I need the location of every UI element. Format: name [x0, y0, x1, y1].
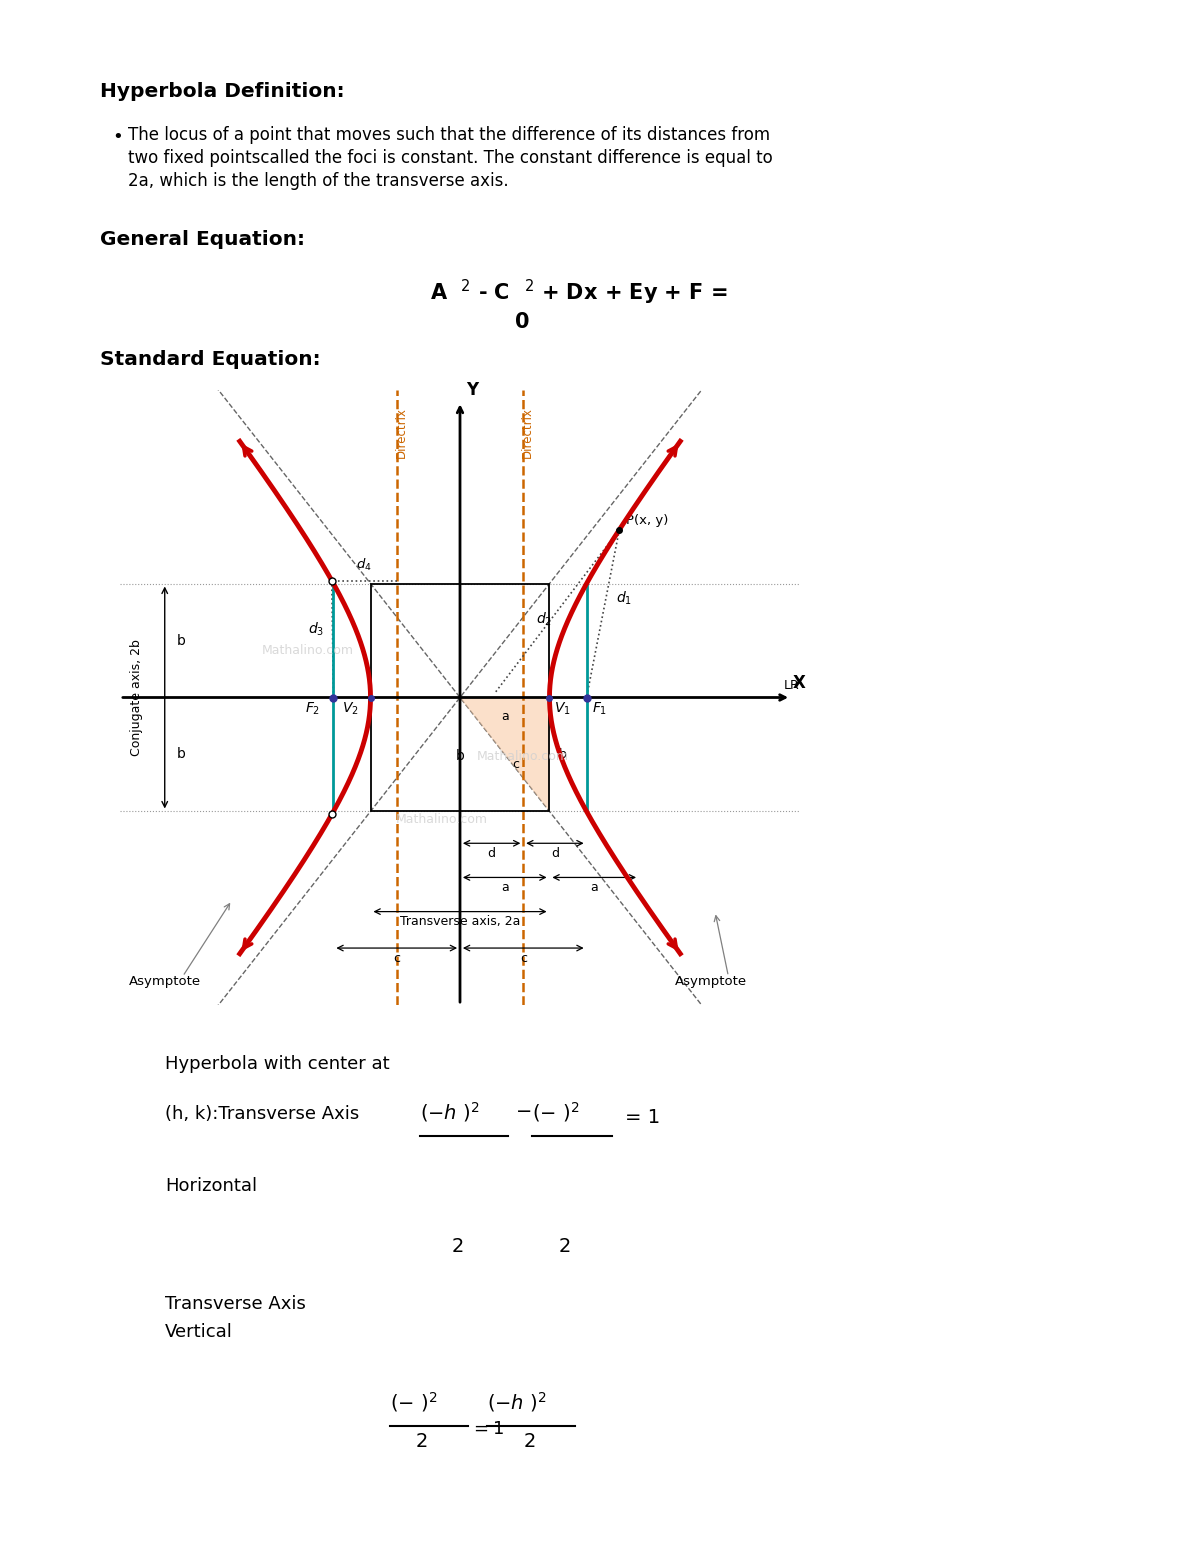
Text: Horizontal: Horizontal: [166, 1177, 257, 1194]
Text: c: c: [512, 758, 518, 772]
Text: $( -h\ )^2$: $( -h\ )^2$: [487, 1390, 547, 1413]
Text: Hyperbola Definition:: Hyperbola Definition:: [100, 82, 344, 101]
Text: d: d: [487, 846, 496, 860]
Text: Asymptote: Asymptote: [674, 975, 746, 988]
Text: $F_1$: $F_1$: [592, 700, 607, 716]
Text: General Equation:: General Equation:: [100, 230, 305, 248]
Text: $V_1$: $V_1$: [554, 700, 571, 716]
Text: b: b: [456, 749, 464, 763]
Text: 2: 2: [452, 1238, 464, 1256]
Text: 0: 0: [515, 312, 529, 332]
Bar: [371, 584, 550, 811]
Text: Y: Y: [467, 380, 479, 399]
Text: c: c: [520, 952, 527, 964]
Text: A  $^2$ - C  $^2$ + Dx + Ey + F =: A $^2$ - C $^2$ + Dx + Ey + F =: [430, 278, 727, 307]
Text: Transverse Axis: Transverse Axis: [166, 1295, 306, 1312]
Text: 2: 2: [416, 1432, 428, 1451]
Text: a: a: [500, 710, 509, 724]
Text: Hyperbola with center at: Hyperbola with center at: [166, 1054, 390, 1073]
Text: •: •: [112, 127, 122, 146]
Text: $F_2$: $F_2$: [305, 700, 320, 716]
Text: LR: LR: [784, 679, 799, 691]
Text: $d_2$: $d_2$: [536, 610, 552, 627]
Text: $( -h\ )^2$: $( -h\ )^2$: [420, 1100, 480, 1124]
Text: c: c: [394, 952, 401, 964]
Text: two fixed pointscalled the foci is constant. The constant difference is equal to: two fixed pointscalled the foci is const…: [128, 149, 773, 168]
Text: b: b: [176, 747, 185, 761]
Text: $= 1$: $= 1$: [470, 1419, 504, 1438]
Text: a: a: [500, 881, 509, 895]
Text: Mathalino.com: Mathalino.com: [476, 750, 569, 763]
Text: The locus of a point that moves such that the difference of its distances from: The locus of a point that moves such tha…: [128, 126, 770, 144]
Text: 2a, which is the length of the transverse axis.: 2a, which is the length of the transvers…: [128, 172, 509, 189]
Text: Mathalino.com: Mathalino.com: [396, 812, 488, 826]
Text: 2: 2: [524, 1432, 536, 1451]
Text: $d_4$: $d_4$: [356, 558, 372, 573]
Text: P(x, y): P(x, y): [626, 514, 668, 526]
Text: $( -\ )^2$: $( -\ )^2$: [390, 1390, 437, 1413]
Text: Vertical: Vertical: [166, 1323, 233, 1340]
Text: $( -\ )^2$: $( -\ )^2$: [532, 1100, 580, 1124]
Text: $d_1$: $d_1$: [617, 589, 632, 607]
Text: 2: 2: [559, 1238, 571, 1256]
Text: Directrix: Directrix: [395, 407, 408, 458]
Text: Standard Equation:: Standard Equation:: [100, 349, 320, 370]
Text: Mathalino.com: Mathalino.com: [262, 644, 354, 657]
Text: = 1: = 1: [625, 1107, 660, 1127]
Text: Asymptote: Asymptote: [128, 975, 202, 988]
Text: $d_3$: $d_3$: [307, 620, 324, 638]
Text: (h, k):Transverse Axis: (h, k):Transverse Axis: [166, 1106, 359, 1123]
Text: $V_2$: $V_2$: [342, 700, 359, 716]
Text: b: b: [176, 634, 185, 648]
Text: a: a: [590, 881, 598, 895]
Text: X: X: [793, 674, 805, 691]
Text: Conjugate axis, 2b: Conjugate axis, 2b: [130, 640, 143, 756]
Text: b: b: [558, 749, 566, 761]
Text: $-$: $-$: [515, 1100, 532, 1120]
Text: Transverse axis, 2a: Transverse axis, 2a: [400, 915, 520, 929]
Text: Directrix: Directrix: [521, 407, 534, 458]
Text: d: d: [551, 846, 559, 860]
Polygon shape: [460, 697, 550, 811]
